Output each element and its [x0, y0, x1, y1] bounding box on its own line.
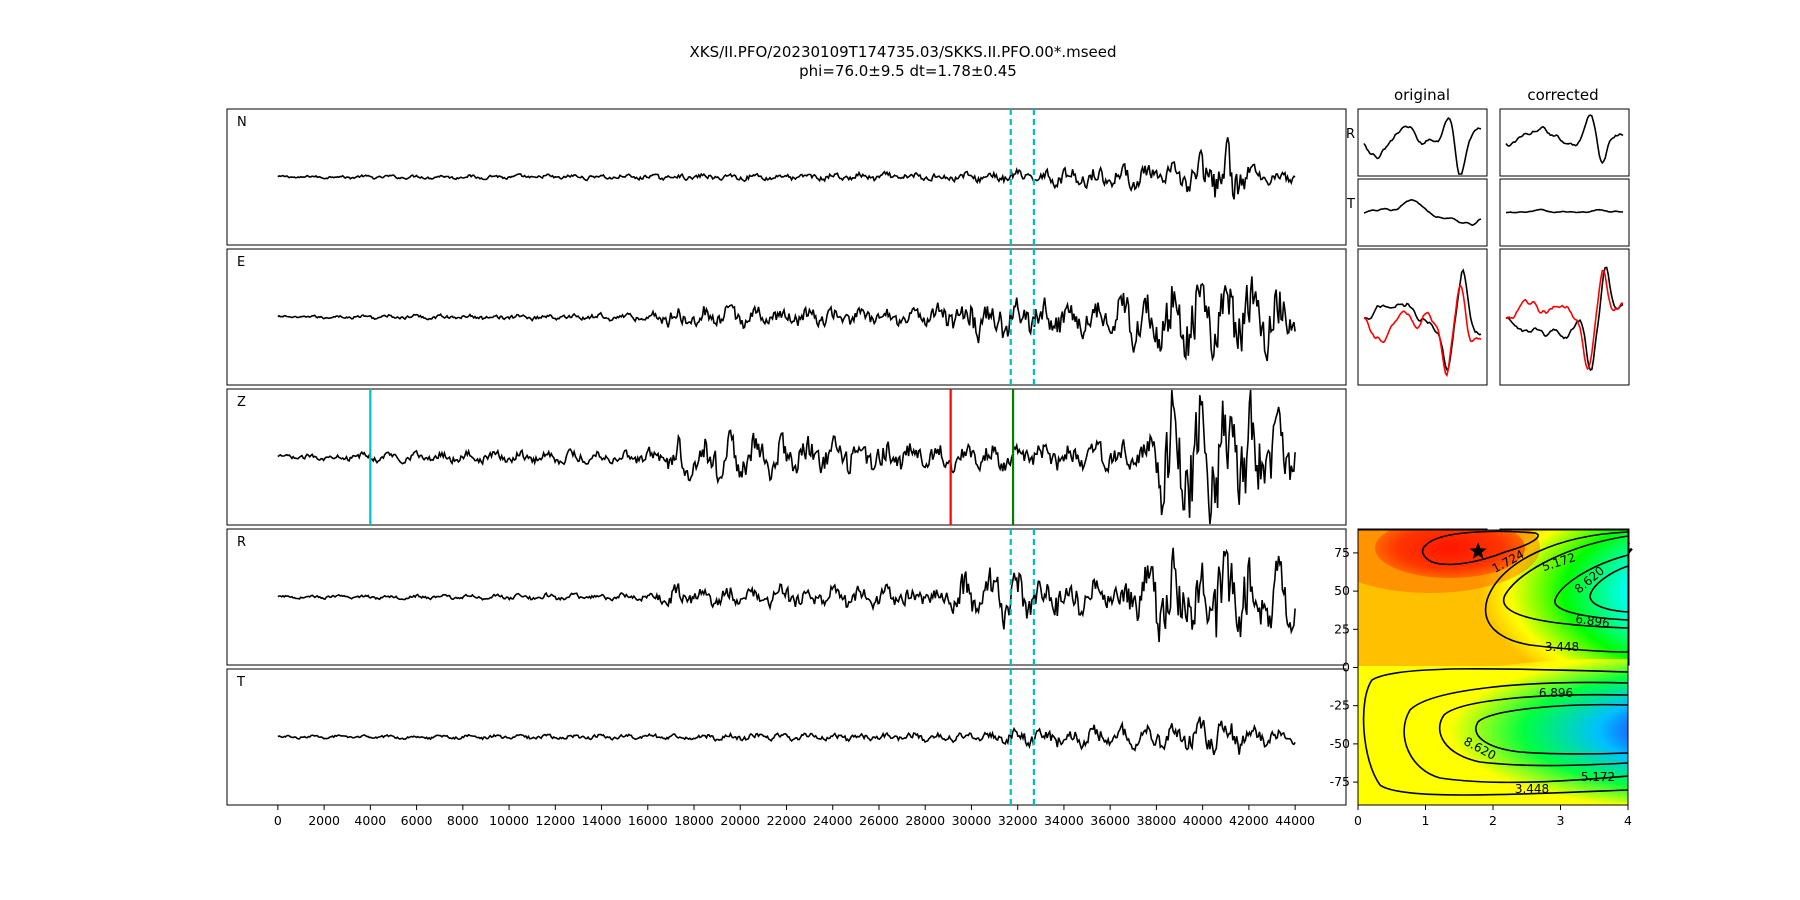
grid-x-tick-label: 2 [1489, 813, 1497, 828]
energy-grid-panel: 1.724 5.1728.6206.8963.4486.8968.6205.172… [1330, 529, 1632, 828]
energy-grid-axes: 0 1 2 3 4 75 50 25 0 -25 -50 -75 [1330, 545, 1632, 828]
corrected-overlay-red [1505, 269, 1624, 370]
x-tick-label: 18000 [674, 813, 714, 828]
x-tick-label: 16000 [628, 813, 668, 828]
x-tick-label: 0 [274, 813, 282, 828]
corrected-r-waveform [1505, 114, 1624, 165]
x-tick-label: 2000 [308, 813, 340, 828]
trace-waveform-z [277, 389, 1296, 525]
grid-x-tick-label: 1 [1422, 813, 1430, 828]
x-tick-label: 30000 [952, 813, 992, 828]
trace-waveform-r [277, 547, 1296, 643]
column-title-corrected: corrected [1527, 86, 1598, 104]
grid-x-tick-label: 4 [1624, 813, 1632, 828]
column-title-original: original [1394, 86, 1450, 104]
x-tick-label: 10000 [489, 813, 529, 828]
contour-8620-bottom [1475, 703, 1628, 755]
x-tick-label: 24000 [813, 813, 853, 828]
x-tick-label: 40000 [1183, 813, 1223, 828]
energy-contours [1362, 530, 1628, 796]
x-tick-label: 6000 [401, 813, 433, 828]
small-frame [1499, 248, 1630, 386]
figure-title-line1: XKS/II.PFO/20230109T174735.03/SKKS.II.PF… [689, 43, 1116, 61]
contour-label: 5.172 [1581, 770, 1615, 784]
x-tick-label: 26000 [859, 813, 899, 828]
trace-waveform-n [277, 137, 1296, 200]
x-tick-label: 44000 [1275, 813, 1315, 828]
original-t-panel [1357, 178, 1488, 247]
trace-label: T [236, 675, 245, 690]
contour-3448-top [1484, 531, 1628, 653]
figure-title-line2: phi=76.0±9.5 dt=1.78±0.45 [799, 62, 1017, 80]
x-tick-label: 38000 [1137, 813, 1177, 828]
trace-label: R [237, 535, 246, 550]
contour-5172-bottom [1403, 681, 1628, 784]
original-r-panel [1357, 108, 1488, 177]
grid-y-tick-label: -50 [1330, 736, 1350, 751]
corrected-r-panel [1499, 108, 1630, 177]
x-tick-label: 4000 [354, 813, 386, 828]
contour-3448-bottom [1362, 667, 1628, 796]
grid-y-tick-label: -75 [1330, 774, 1350, 789]
x-tick-label: 14000 [582, 813, 622, 828]
contour-1724 [1421, 530, 1539, 566]
contour-label: 6.896 [1539, 686, 1573, 700]
trace-waveform-e [277, 276, 1296, 362]
original-overlay-red [1363, 283, 1482, 378]
original-overlay-panel [1357, 248, 1488, 386]
x-tick-label: 12000 [535, 813, 575, 828]
grid-y-tick-label: 25 [1334, 621, 1350, 636]
trace-label: N [237, 115, 247, 130]
trace-label: Z [237, 395, 246, 410]
corrected-t-panel [1499, 178, 1630, 247]
x-tick-label: 32000 [998, 813, 1038, 828]
trace-panel-r: R [226, 528, 1347, 666]
grid-y-tick-label: 75 [1334, 545, 1350, 560]
contour-label: 6.896 [1575, 612, 1611, 631]
x-tick-label: 22000 [767, 813, 807, 828]
corrected-overlay-panel [1499, 248, 1630, 386]
grid-y-tick-label: -25 [1330, 698, 1350, 713]
corrected-t-waveform [1505, 208, 1624, 214]
trace-panel-n: N [226, 108, 1347, 246]
trace-panel-t: T [226, 668, 1347, 806]
trace-frame [226, 388, 1347, 526]
trace-x-axis: 0 2000 4000 6000 8000 10000 12000 14000 16000 180… [274, 805, 1315, 828]
grid-y-tick-label: 0 [1342, 660, 1350, 675]
grid-x-tick-label: 0 [1354, 813, 1362, 828]
trace-panel-e: E [226, 248, 1347, 386]
trace-frame [226, 248, 1347, 386]
contour-6896-top [1554, 554, 1628, 621]
x-tick-label: 20000 [720, 813, 760, 828]
small-row-label-r: R [1346, 127, 1355, 142]
x-tick-label: 42000 [1229, 813, 1269, 828]
x-tick-label: 8000 [447, 813, 479, 828]
trace-waveform-t [277, 716, 1296, 756]
contour-label: 3.448 [1545, 640, 1579, 654]
grid-x-tick-label: 3 [1557, 813, 1565, 828]
small-frame [1357, 108, 1488, 177]
grid-y-tick-label: 50 [1334, 583, 1350, 598]
trace-panels: N E Z R T [226, 108, 1347, 806]
x-tick-label: 28000 [905, 813, 945, 828]
small-frame [1357, 178, 1488, 247]
contour-8620-top [1589, 565, 1628, 613]
original-t-waveform [1363, 198, 1482, 227]
corrected-overlay-black [1505, 266, 1624, 372]
x-tick-label: 36000 [1090, 813, 1130, 828]
original-r-waveform [1363, 117, 1482, 175]
trace-label: E [237, 255, 245, 270]
x-tick-label: 34000 [1044, 813, 1084, 828]
best-fit-star [1469, 542, 1487, 559]
trace-panel-z: Z [226, 388, 1347, 526]
contour-label: 3.448 [1515, 782, 1549, 796]
small-row-label-t: T [1346, 197, 1355, 212]
contour-5172-top [1502, 535, 1628, 629]
contour-6896-bottom [1438, 693, 1628, 767]
